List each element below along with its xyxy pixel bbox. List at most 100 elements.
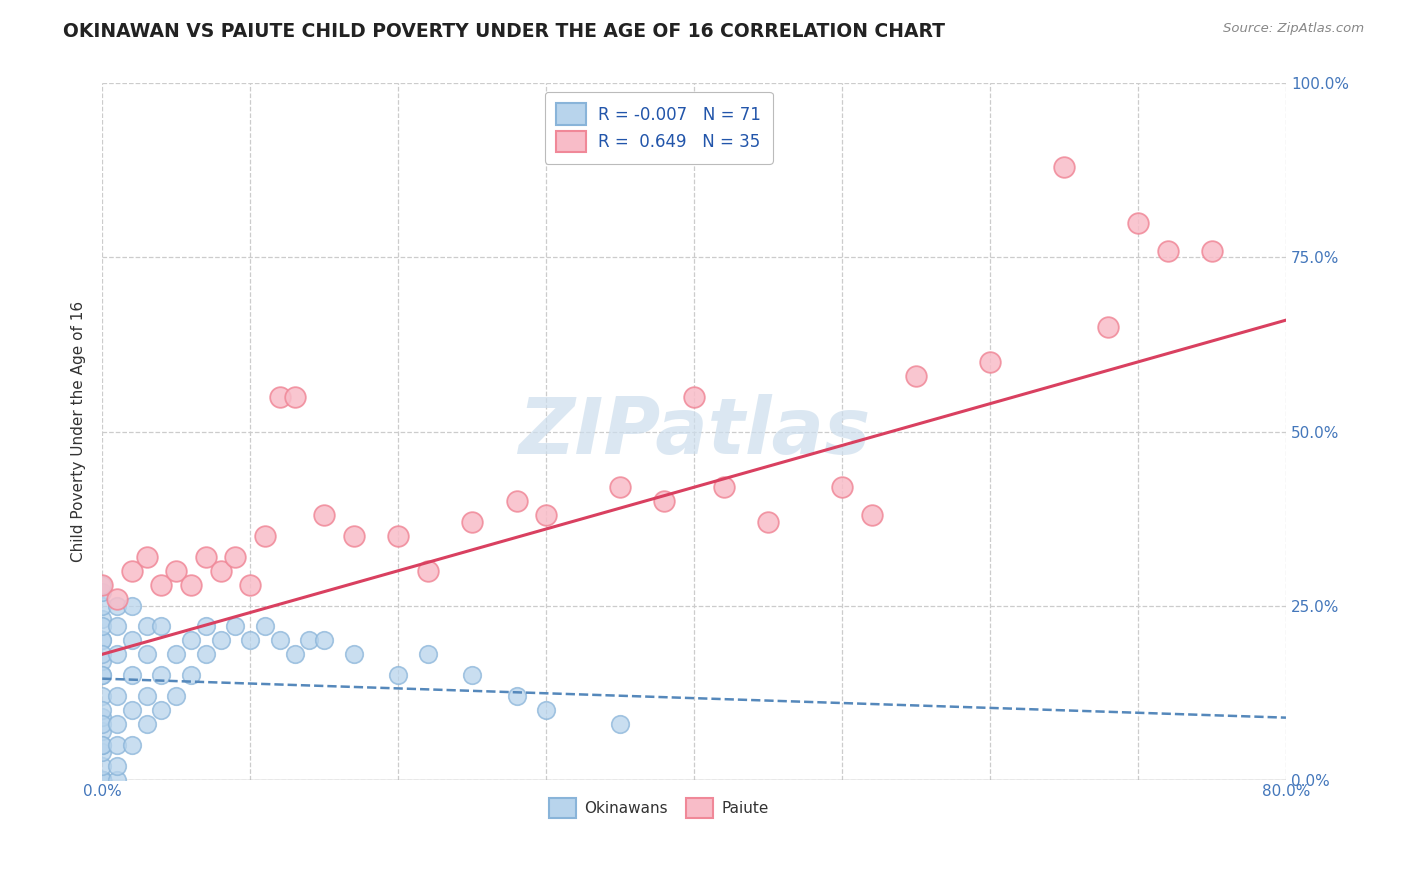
Point (505, 494, 527, 508)
Point (121, 703, 143, 717)
Point (135, 689, 157, 703)
Point (209, 564, 232, 578)
Point (314, 633, 336, 648)
Point (284, 648, 307, 662)
Point (91, 745, 114, 759)
Point (505, 689, 527, 703)
Point (135, 619, 157, 633)
Point (105, 758, 128, 772)
Point (165, 648, 187, 662)
Point (314, 508, 336, 522)
Point (91, 577, 114, 591)
Point (905, 368, 928, 383)
Point (343, 648, 366, 662)
Point (91, 599, 114, 613)
Point (135, 549, 157, 564)
Point (269, 633, 291, 648)
Point (105, 599, 128, 613)
Point (180, 577, 202, 591)
Point (91, 703, 114, 717)
Point (654, 494, 676, 508)
Point (194, 619, 217, 633)
Point (461, 515, 484, 529)
Point (194, 549, 217, 564)
Text: Source: ZipAtlas.com: Source: ZipAtlas.com (1223, 22, 1364, 36)
Point (1201, 244, 1223, 258)
Point (91, 723, 114, 738)
Point (91, 772, 114, 787)
Y-axis label: Child Poverty Under the Age of 16: Child Poverty Under the Age of 16 (72, 301, 86, 562)
Point (105, 689, 128, 703)
Point (416, 564, 439, 578)
Point (135, 717, 157, 731)
Point (831, 480, 853, 494)
Point (180, 668, 202, 682)
Point (979, 355, 1001, 369)
Text: OKINAWAN VS PAIUTE CHILD POVERTY UNDER THE AGE OF 16 CORRELATION CHART: OKINAWAN VS PAIUTE CHILD POVERTY UNDER T… (63, 22, 945, 41)
Point (91, 772, 114, 787)
Point (91, 772, 114, 787)
Point (253, 529, 276, 543)
Point (91, 654, 114, 668)
Point (91, 668, 114, 682)
Point (150, 577, 173, 591)
Point (343, 529, 366, 543)
Point (298, 633, 321, 648)
Point (91, 689, 114, 703)
Point (1156, 244, 1178, 258)
Point (135, 648, 157, 662)
Point (121, 564, 143, 578)
Point (91, 668, 114, 682)
Point (713, 480, 735, 494)
Point (91, 612, 114, 626)
Point (180, 633, 202, 648)
Point (91, 633, 114, 648)
Point (121, 738, 143, 752)
Point (609, 480, 631, 494)
Point (165, 564, 187, 578)
Point (91, 738, 114, 752)
Point (387, 668, 409, 682)
Point (683, 390, 706, 404)
Point (387, 529, 409, 543)
Point (1126, 216, 1149, 230)
Point (105, 591, 128, 606)
Point (91, 758, 114, 772)
Point (105, 648, 128, 662)
Point (91, 738, 114, 752)
Point (165, 689, 187, 703)
Point (1053, 160, 1076, 174)
Point (609, 717, 631, 731)
Point (105, 717, 128, 731)
Point (224, 619, 246, 633)
Point (461, 668, 484, 682)
Point (91, 772, 114, 787)
Point (105, 738, 128, 752)
Point (150, 668, 173, 682)
Point (91, 710, 114, 724)
Point (1097, 320, 1119, 334)
Point (91, 772, 114, 787)
Point (91, 577, 114, 591)
Point (91, 772, 114, 787)
Point (91, 772, 114, 787)
Point (534, 508, 557, 522)
Point (150, 703, 173, 717)
Point (253, 619, 276, 633)
Point (534, 703, 557, 717)
Point (209, 633, 232, 648)
Point (756, 515, 779, 529)
Legend: Okinawans, Paiute: Okinawans, Paiute (543, 792, 775, 824)
Point (91, 633, 114, 648)
Point (416, 648, 439, 662)
Point (121, 633, 143, 648)
Point (91, 772, 114, 787)
Point (284, 390, 307, 404)
Point (150, 619, 173, 633)
Point (860, 508, 883, 522)
Point (91, 717, 114, 731)
Point (121, 668, 143, 682)
Point (269, 390, 291, 404)
Point (239, 633, 262, 648)
Point (91, 772, 114, 787)
